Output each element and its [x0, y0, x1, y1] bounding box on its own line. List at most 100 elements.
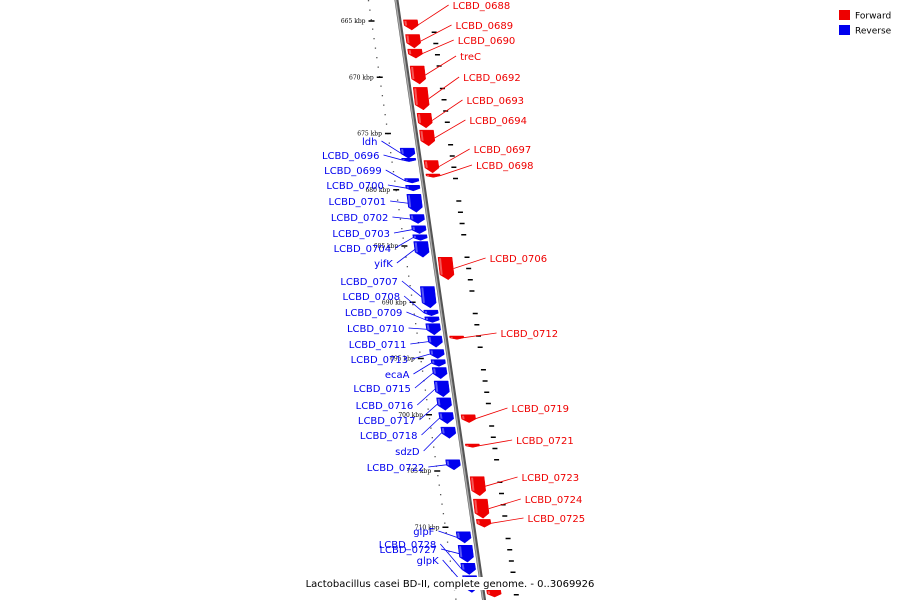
gene-label[interactable]: LCBD_0698	[476, 161, 534, 172]
gene-label[interactable]: LCBD_0725	[528, 514, 586, 525]
gene-arrow[interactable]	[469, 476, 486, 497]
gene-label[interactable]: LCBD_0722	[367, 463, 425, 474]
gene-arrow[interactable]	[411, 225, 427, 234]
scale-dot	[424, 389, 427, 391]
gene-arrow[interactable]	[457, 545, 474, 563]
gene-arrow[interactable]	[449, 335, 465, 340]
gene-arrow-shine	[430, 350, 434, 355]
gene-arrow[interactable]	[413, 241, 430, 258]
gene-label[interactable]: LCBD_0713	[351, 355, 409, 366]
gene-arrow-shine	[421, 287, 425, 303]
gene-arrow-shine	[487, 591, 491, 594]
gene-label[interactable]: ecaA	[385, 370, 410, 381]
gene-arrow[interactable]	[412, 87, 430, 111]
gene-arrow-shine	[407, 195, 412, 208]
gene-label[interactable]: LCBD_0707	[340, 277, 398, 288]
gene-arrow[interactable]	[406, 194, 423, 213]
gene-label[interactable]: LCBD_0690	[458, 36, 516, 47]
gene-arrow[interactable]	[438, 412, 454, 425]
gene-label[interactable]: LCBD_0723	[522, 473, 580, 484]
gene-label[interactable]: LCBD_0721	[516, 436, 574, 447]
gene-arrow[interactable]	[430, 359, 446, 367]
gene-label[interactable]: LCBD_0704	[334, 244, 392, 255]
gene-label[interactable]: LCBD_0710	[347, 324, 405, 335]
gene-label[interactable]: LCBD_0724	[525, 495, 583, 506]
label-leader	[438, 148, 470, 168]
gene-label[interactable]: LCBD_0700	[326, 181, 384, 192]
gene-arrow[interactable]	[433, 380, 450, 398]
label-leader	[440, 543, 462, 570]
scale-dot	[380, 85, 382, 87]
scale-dot	[446, 541, 449, 543]
scale-dot	[369, 9, 371, 11]
gene-label[interactable]: LCBD_0688	[453, 1, 511, 12]
gene-arrow-shine	[420, 131, 424, 141]
gene-arrow[interactable]	[436, 397, 452, 411]
gene-label[interactable]: LCBD_0709	[345, 308, 403, 319]
gene-label[interactable]: LCBD_0692	[463, 73, 521, 84]
gene-arrow[interactable]	[423, 160, 440, 174]
scale-tick-label: 705 kbp	[407, 468, 432, 475]
gene-label[interactable]: LCBD_0716	[356, 401, 414, 412]
gene-label[interactable]: LCBD_0694	[469, 116, 527, 127]
gene-label[interactable]: LCBD_0703	[332, 229, 390, 240]
gene-label[interactable]: glpF	[413, 527, 434, 538]
gene-label[interactable]: sdzD	[395, 447, 420, 458]
gene-label[interactable]: LCBD_0702	[331, 213, 389, 224]
gene-arrow[interactable]	[409, 65, 426, 85]
label-leader	[419, 403, 438, 421]
label-leader	[453, 257, 486, 269]
gene-label[interactable]: glpK	[417, 556, 439, 567]
gene-arrow[interactable]	[405, 34, 421, 49]
gene-arrow[interactable]	[419, 129, 436, 147]
gene-arrow[interactable]	[425, 323, 441, 336]
scale-dot	[415, 323, 417, 325]
label-leader	[403, 295, 425, 314]
gene-arrow[interactable]	[431, 367, 448, 380]
gene-arrow[interactable]	[440, 426, 457, 439]
scale-tick-label: 670 kbp	[349, 74, 374, 81]
label-leader	[490, 517, 524, 524]
gene-arrow[interactable]	[407, 48, 423, 59]
gene-label[interactable]: LCBD_0718	[360, 431, 418, 442]
scale-dot	[388, 142, 390, 144]
scale-dot	[409, 285, 411, 287]
gene-label[interactable]: LCBD_0689	[456, 21, 514, 32]
gene-arrow[interactable]	[475, 519, 492, 528]
gene-label[interactable]: LCBD_0715	[353, 384, 411, 395]
gene-arrow[interactable]	[429, 349, 445, 359]
gene-arrow[interactable]	[460, 414, 476, 423]
label-leader	[390, 200, 409, 204]
gene-label[interactable]: LCBD_0701	[329, 197, 387, 208]
gene-arrow[interactable]	[437, 257, 455, 281]
gene-arrow[interactable]	[464, 443, 480, 448]
gene-label[interactable]: LCBD_0696	[322, 151, 380, 162]
label-leader	[434, 119, 466, 139]
gene-arrow[interactable]	[473, 498, 490, 519]
gene-label[interactable]: LCBD_0727	[379, 545, 437, 556]
gene-label[interactable]: LCBD_0693	[466, 96, 524, 107]
gene-label[interactable]: LCBD_0699	[324, 166, 382, 177]
legend-swatch-forward	[839, 10, 850, 20]
gene-label[interactable]: LCBD_0717	[358, 416, 416, 427]
gene-arrow[interactable]	[412, 234, 428, 241]
gene-arrow[interactable]	[425, 173, 441, 178]
gene-label[interactable]: LCBD_0708	[343, 292, 401, 303]
gene-arrow[interactable]	[416, 113, 433, 129]
gene-label[interactable]: LCBD_0728	[379, 540, 437, 551]
gene-arrow[interactable]	[486, 590, 502, 598]
gene-arrow[interactable]	[420, 286, 437, 309]
gene-label[interactable]: treC	[460, 52, 481, 63]
gene-label[interactable]: LCBD_0697	[474, 145, 532, 156]
gene-label[interactable]: LCBD_0711	[349, 340, 407, 351]
gene-label[interactable]: ldh	[362, 137, 377, 148]
gene-label[interactable]: LCBD_0719	[511, 404, 569, 415]
gene-arrow-shine	[446, 460, 450, 466]
gene-label[interactable]: yifK	[374, 259, 393, 270]
gene-label[interactable]: LCBD_0706	[490, 254, 548, 265]
gene-arrow[interactable]	[427, 335, 443, 348]
gene-arrow[interactable]	[403, 19, 419, 31]
gene-arrow[interactable]	[445, 459, 461, 471]
gene-label[interactable]: LCBD_0712	[501, 329, 559, 340]
legend-label-forward: Forward	[855, 12, 891, 22]
